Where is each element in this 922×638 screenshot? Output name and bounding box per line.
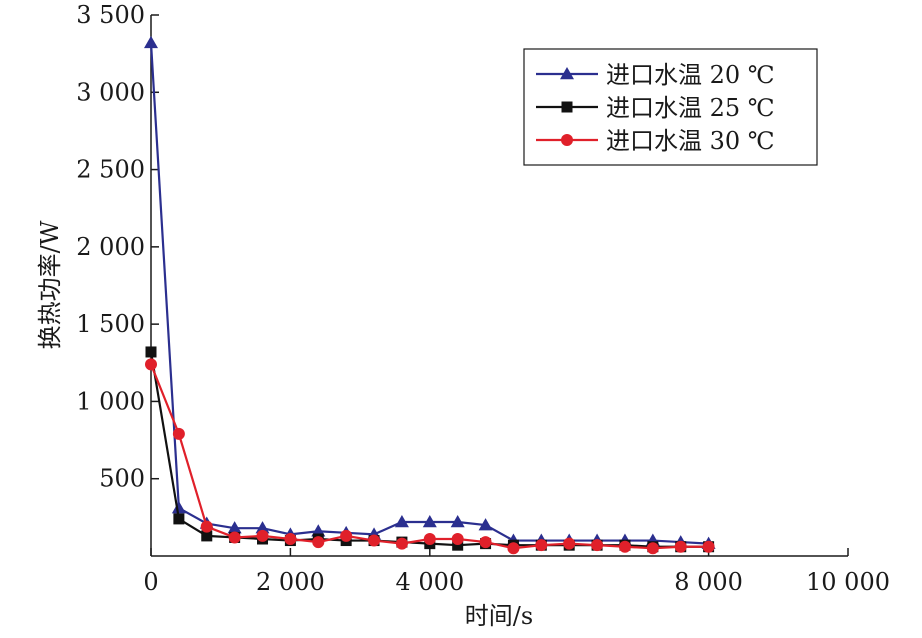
legend-item: 进口水温 30 ℃ bbox=[536, 127, 775, 155]
data-point bbox=[227, 521, 242, 534]
data-point bbox=[646, 542, 659, 555]
y-axis-label: 换热功率/W bbox=[36, 220, 64, 349]
axes bbox=[150, 15, 848, 557]
legend-label: 进口水温 30 ℃ bbox=[606, 127, 775, 155]
legend-marker bbox=[561, 101, 573, 113]
data-point bbox=[144, 35, 158, 49]
series bbox=[144, 35, 716, 555]
series-30c bbox=[145, 358, 715, 555]
y-tick-label: 500 bbox=[99, 465, 145, 493]
legend: 进口水温 20 ℃ 进口水温 25 ℃ 进口水温 30 ℃ bbox=[523, 48, 818, 166]
data-point bbox=[284, 532, 297, 545]
data-point bbox=[563, 537, 576, 550]
data-point bbox=[535, 539, 548, 552]
legend-label: 进口水温 20 ℃ bbox=[606, 61, 775, 89]
legend-item: 进口水温 20 ℃ bbox=[536, 61, 775, 89]
x-tick-label: 0 bbox=[143, 568, 158, 596]
data-point bbox=[228, 531, 241, 544]
x-tick-label: 4 000 bbox=[395, 568, 464, 596]
x-ticks: 0 2 000 4 000 8 000 10 000 bbox=[143, 548, 890, 596]
data-point bbox=[145, 346, 157, 358]
data-point bbox=[422, 514, 437, 528]
x-tick-label: 10 000 bbox=[806, 568, 890, 596]
y-tick-label: 3 500 bbox=[76, 1, 145, 29]
y-tick-label: 3 000 bbox=[76, 78, 145, 106]
data-point bbox=[591, 539, 604, 552]
legend-marker bbox=[560, 67, 574, 80]
data-point bbox=[172, 427, 185, 440]
x-tick-label: 8 000 bbox=[674, 568, 743, 596]
data-point bbox=[255, 521, 270, 534]
data-point bbox=[145, 358, 157, 371]
data-point bbox=[312, 536, 325, 549]
data-point bbox=[450, 514, 465, 528]
x-axis-label: 时间/s bbox=[465, 602, 533, 630]
data-point bbox=[171, 501, 186, 514]
data-point bbox=[311, 524, 326, 537]
data-point bbox=[451, 532, 464, 545]
x-tick-label: 2 000 bbox=[256, 568, 325, 596]
data-point bbox=[201, 530, 213, 542]
data-point bbox=[618, 540, 631, 553]
data-point bbox=[423, 532, 436, 545]
legend-label: 进口水温 25 ℃ bbox=[606, 94, 775, 122]
data-point bbox=[507, 542, 520, 555]
y-tick-label: 2 500 bbox=[76, 156, 145, 184]
data-point bbox=[256, 529, 269, 542]
y-tick-label: 2 000 bbox=[76, 233, 145, 261]
data-point bbox=[478, 518, 493, 531]
y-tick-label: 1 000 bbox=[76, 387, 145, 415]
data-point bbox=[452, 539, 464, 551]
legend-item: 进口水温 25 ℃ bbox=[536, 94, 775, 122]
data-point bbox=[702, 540, 715, 553]
data-point bbox=[674, 540, 687, 553]
data-point bbox=[368, 534, 381, 547]
data-point bbox=[479, 536, 492, 549]
data-point bbox=[394, 514, 409, 528]
data-point bbox=[173, 513, 185, 525]
data-point bbox=[200, 520, 213, 533]
data-point bbox=[340, 529, 353, 542]
data-point bbox=[395, 537, 408, 550]
y-tick-label: 1 500 bbox=[76, 310, 145, 338]
legend-marker bbox=[561, 134, 573, 146]
y-ticks: 500 1 000 1 500 2 000 2 500 3 000 3 500 bbox=[76, 1, 159, 493]
